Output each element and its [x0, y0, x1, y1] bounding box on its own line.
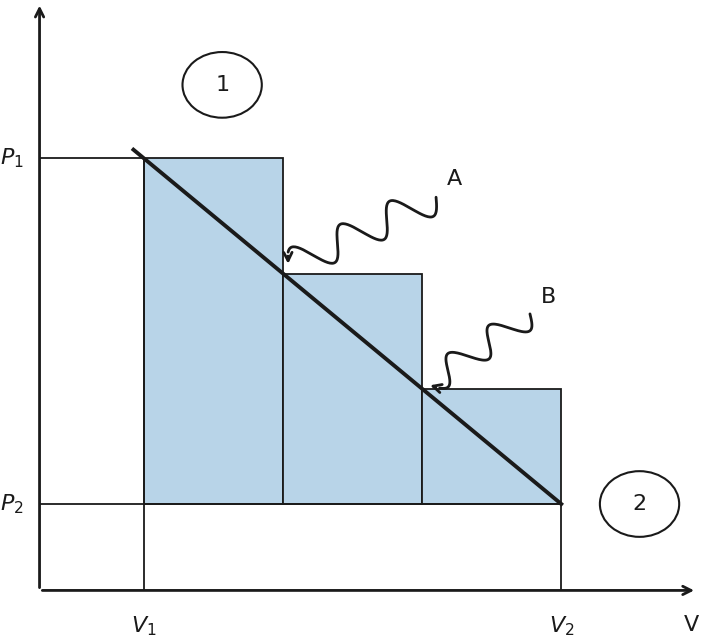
Text: V: V [684, 615, 699, 634]
Bar [283, 273, 423, 504]
Text: 1: 1 [215, 75, 229, 95]
Text: $V_2$: $V_2$ [548, 615, 574, 637]
Text: $P_1$: $P_1$ [0, 147, 24, 170]
Bar [144, 159, 283, 504]
Text: A: A [446, 169, 462, 189]
Text: $P_2$: $P_2$ [0, 492, 24, 516]
Text: B: B [541, 287, 555, 307]
Text: $V_1$: $V_1$ [131, 615, 157, 637]
Text: 2: 2 [633, 494, 647, 514]
Bar [423, 389, 561, 504]
